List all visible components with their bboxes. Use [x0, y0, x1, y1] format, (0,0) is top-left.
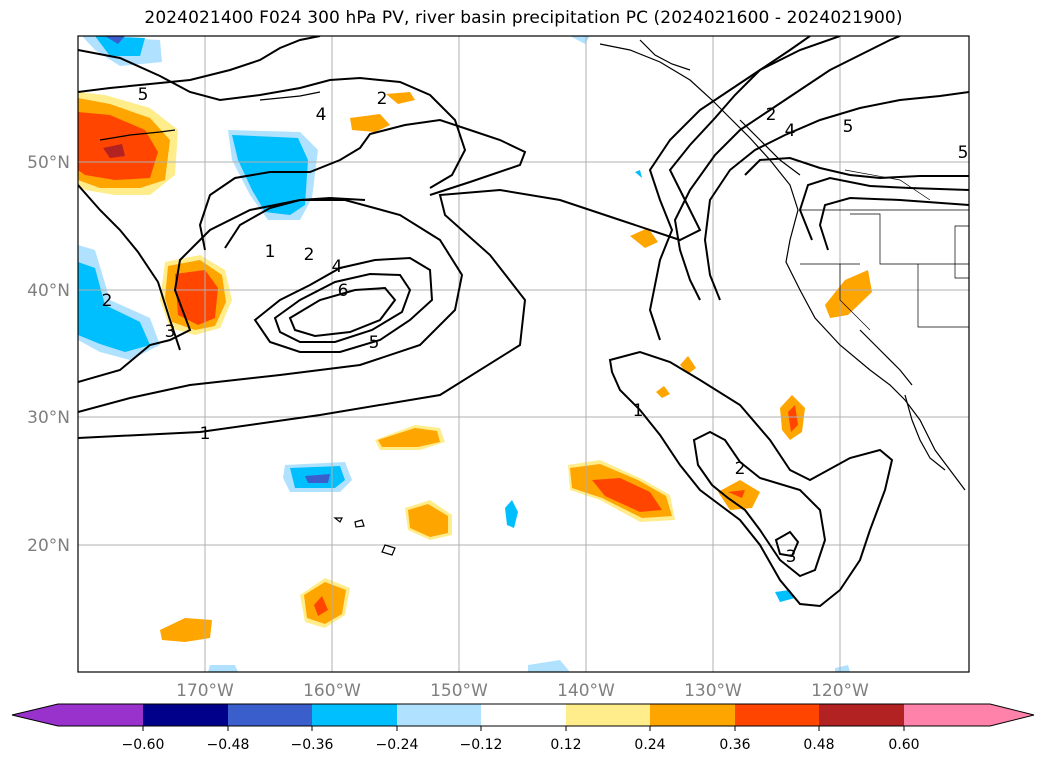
colorbar-tick-label: 0.48	[803, 737, 834, 753]
gridlines	[78, 36, 969, 672]
lon-label: 160°W	[303, 681, 361, 701]
political-borders	[800, 169, 969, 331]
contour-label-group: 5 2 4 1 2 4 6 5 2 3 1 2 4 5 5 1 2 3	[102, 85, 969, 567]
contour-label: 5	[843, 117, 854, 137]
contour-label: 3	[165, 322, 176, 342]
colorbar-tick-label: 0.60	[888, 737, 919, 753]
coastlines	[99, 39, 966, 556]
lat-label: 50°N	[27, 153, 70, 173]
colorbar-segment	[481, 704, 566, 726]
colorbar-segment	[228, 704, 312, 726]
colorbar-segment	[904, 704, 1034, 726]
lon-label: 170°W	[176, 681, 234, 701]
contour-label: 4	[332, 257, 343, 277]
lat-label: 20°N	[27, 536, 70, 556]
contour-label: 2	[304, 245, 315, 265]
colorbar-segment	[312, 704, 397, 726]
colorbar-outline	[11, 703, 1035, 727]
colorbar-tick-label: 0.12	[550, 737, 581, 753]
colorbar-tick-label: 0.24	[634, 737, 665, 753]
lon-labels: 170°W 160°W 150°W 140°W 130°W 120°W	[176, 681, 869, 701]
chart-title: 2024021400 F024 300 hPa PV, river basin …	[144, 8, 903, 28]
colorbar-segment	[735, 704, 819, 726]
contour-label: 1	[633, 401, 644, 421]
colorbar: −0.60 −0.48 −0.36 −0.24 −0.12 0.12 0.24 …	[11, 703, 1035, 753]
colorbar-segment	[397, 704, 481, 726]
contour-label: 5	[138, 85, 149, 105]
lon-label: 120°W	[811, 681, 869, 701]
map-background	[78, 36, 969, 672]
contour-label: 2	[735, 459, 746, 479]
colorbar-tick-label: −0.24	[376, 737, 419, 753]
contour-label: 5	[369, 333, 380, 353]
lon-label: 130°W	[684, 681, 742, 701]
lon-label: 140°W	[557, 681, 615, 701]
contour-label: 3	[786, 547, 797, 567]
contour-label: 1	[200, 424, 211, 444]
contour-label: 1	[265, 242, 276, 262]
lat-label: 30°N	[27, 408, 70, 428]
map-frame	[77, 35, 970, 673]
lat-labels: 50°N 40°N 30°N 20°N	[27, 153, 70, 556]
colorbar-segment	[566, 704, 650, 726]
lat-label: 40°N	[27, 281, 70, 301]
colorbar-segment	[650, 704, 735, 726]
colorbar-tick-label: −0.12	[460, 737, 503, 753]
pv-contours	[78, 36, 969, 608]
contour-label: 6	[338, 281, 349, 301]
lon-label: 150°W	[430, 681, 488, 701]
colorbar-segment	[143, 704, 228, 726]
contour-label: 2	[102, 291, 113, 311]
colorbar-tick-label: 0.36	[719, 737, 750, 753]
contour-label: 4	[316, 105, 327, 125]
contour-label: 4	[785, 121, 796, 141]
colorbar-segment	[12, 704, 143, 726]
colorbar-segment	[819, 704, 904, 726]
colorbar-tick-label: −0.36	[291, 737, 334, 753]
contour-label: 5	[958, 143, 969, 163]
contour-label: 2	[766, 105, 777, 125]
colorbar-tick-label: −0.60	[122, 737, 165, 753]
contour-label: 2	[377, 89, 388, 109]
colorbar-tick-label: −0.48	[207, 737, 250, 753]
